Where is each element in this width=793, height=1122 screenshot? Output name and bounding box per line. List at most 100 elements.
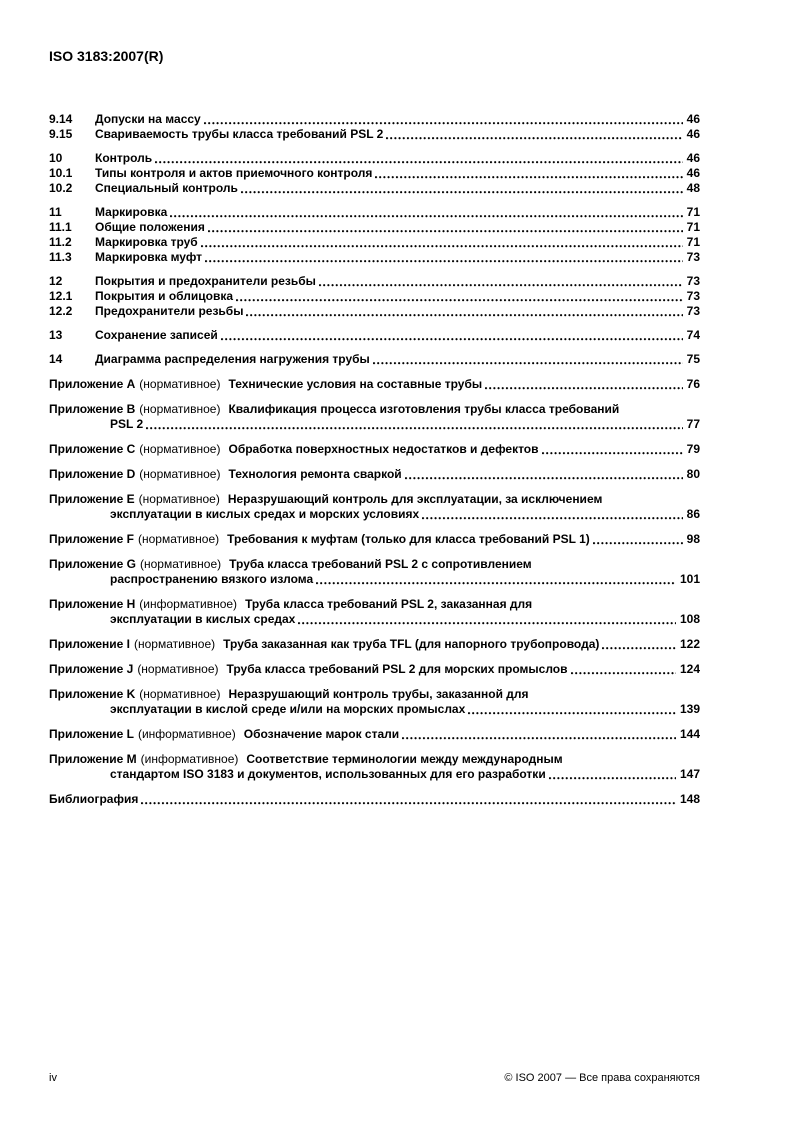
appendix-label: Приложение J (49, 662, 134, 676)
toc-entry-page: 71 (686, 235, 700, 249)
toc-entry-appendix-e[interactable]: Приложение E (нормативное) Неразрушающий… (49, 492, 700, 522)
toc-entry-page: 73 (686, 274, 700, 288)
toc-entry-page: 74 (686, 328, 700, 342)
toc-entry-page: 46 (686, 166, 700, 180)
toc-entry-page: 122 (679, 637, 700, 651)
appendix-label: Приложение M (49, 752, 137, 766)
appendix-title: Труба класса требований PSL 2, заказанна… (245, 597, 533, 611)
toc-entry-appendix-i[interactable]: Приложение I (нормативное) Труба заказан… (49, 637, 700, 652)
page-footer: iv © ISO 2007 — Все права сохраняются (49, 1071, 700, 1085)
toc-entry-9-14[interactable]: 9.14 Допуски на массу 46 (49, 112, 700, 127)
appendix-label: Приложение K (49, 687, 136, 701)
toc-entry-appendix-g[interactable]: Приложение G (нормативное) Труба класса … (49, 557, 700, 587)
appendix-title: Труба класса требований PSL 2 с сопротив… (229, 557, 532, 571)
toc-entry-page: 139 (679, 702, 700, 716)
appendix-type: (нормативное) (139, 402, 221, 416)
toc-entry-appendix-l[interactable]: Приложение L (информативное) Обозначение… (49, 727, 700, 742)
dot-leader (220, 338, 683, 341)
toc-entry-12[interactable]: 12 Покрытия и предохранители резьбы 73 (49, 274, 700, 289)
toc-entry-10-1[interactable]: 10.1 Типы контроля и актов приемочного к… (49, 166, 700, 181)
appendix-label: Приложение H (49, 597, 136, 611)
toc-entry-12-1[interactable]: 12.1 Покрытия и облицовка 73 (49, 289, 700, 304)
toc-entry-title: Сохранение записей (95, 328, 218, 342)
toc-entry-10[interactable]: 10 Контроль 46 (49, 151, 700, 166)
appendix-title-continued: эксплуатации в кислых средах и морских у… (110, 507, 420, 521)
toc-entry-page: 46 (686, 151, 700, 165)
toc-entry-title: Маркировка труб (95, 235, 198, 249)
toc-entry-bibliography[interactable]: Библиография 148 (49, 792, 700, 807)
dot-leader (602, 647, 676, 650)
appendix-type: (информативное) (140, 752, 239, 766)
toc-entry-13[interactable]: 13 Сохранение записей 74 (49, 328, 700, 343)
toc-entry-page: 80 (686, 467, 700, 481)
toc-entry-number: 11.1 (49, 220, 72, 234)
dot-leader (404, 477, 683, 480)
toc-entry-number: 9.14 (49, 112, 73, 126)
toc-entry-appendix-d[interactable]: Приложение D (нормативное) Технология ре… (49, 467, 700, 482)
toc-entry-page: 46 (686, 112, 700, 126)
toc-entry-appendix-m[interactable]: Приложение M (информативное) Соответстви… (49, 752, 700, 782)
toc-entry-11[interactable]: 11 Маркировка 71 (49, 205, 700, 220)
toc-entry-14[interactable]: 14 Диаграмма распределения нагружения тр… (49, 352, 700, 367)
dot-leader (200, 245, 683, 248)
table-of-contents: 9.14 Допуски на массу 46 9.15 Свариваемо… (49, 112, 700, 807)
toc-entry-appendix-h[interactable]: Приложение H (информативное) Труба класс… (49, 597, 700, 627)
appendix-type: (нормативное) (139, 377, 221, 391)
appendix-title: Труба заказанная как труба TFL (для напо… (223, 637, 600, 651)
dot-leader (485, 387, 683, 390)
toc-entry-page: 71 (686, 205, 700, 219)
toc-entry-11-2[interactable]: 11.2 Маркировка труб 71 (49, 235, 700, 250)
toc-entry-11-3[interactable]: 11.3 Маркировка муфт 73 (49, 250, 700, 265)
appendix-type: (информативное) (137, 727, 236, 741)
toc-entry-page: 108 (679, 612, 700, 626)
toc-entry-12-2[interactable]: 12.2 Предохранители резьбы 73 (49, 304, 700, 319)
dot-leader (155, 161, 683, 164)
toc-entry-title: Свариваемость трубы класса требований PS… (95, 127, 384, 141)
toc-entry-number: 14 (49, 352, 63, 366)
toc-entry-appendix-c[interactable]: Приложение C (нормативное) Обработка пов… (49, 442, 700, 457)
appendix-type: (нормативное) (137, 532, 220, 546)
appendix-type: (нормативное) (139, 467, 221, 481)
dot-leader (146, 427, 683, 430)
appendix-label: Приложение C (49, 442, 136, 456)
toc-entry-title: Контроль (95, 151, 153, 165)
appendix-title: Соответствие терминологии между междунар… (246, 752, 563, 766)
appendix-title: Труба класса требований PSL 2 для морски… (226, 662, 568, 676)
toc-entry-page: 73 (686, 304, 700, 318)
toc-entry-number: 12.1 (49, 289, 73, 303)
appendix-title: Обозначение марок стали (243, 727, 400, 741)
dot-leader (468, 712, 676, 715)
toc-entry-appendix-a[interactable]: Приложение A (нормативное) Технические у… (49, 377, 700, 392)
dot-leader (318, 284, 683, 287)
appendix-title-continued: эксплуатации в кислой среде и/или на мор… (110, 702, 466, 716)
toc-entry-11-1[interactable]: 11.1 Общие положения 71 (49, 220, 700, 235)
toc-entry-9-15[interactable]: 9.15 Свариваемость трубы класса требован… (49, 127, 700, 142)
toc-entry-title: Допуски на массу (95, 112, 201, 126)
toc-entry-title: Типы контроля и актов приемочного контро… (95, 166, 373, 180)
appendix-title-continued: стандартом ISO 3183 и документов, исполь… (110, 767, 546, 781)
toc-entry-appendix-j[interactable]: Приложение J (нормативное) Труба класса … (49, 662, 700, 677)
toc-entry-page: 77 (686, 417, 700, 431)
toc-entry-page: 144 (679, 727, 700, 741)
dot-leader (207, 230, 683, 233)
dot-leader (422, 517, 683, 520)
appendix-label: Приложение B (49, 402, 136, 416)
dot-leader (246, 314, 683, 317)
toc-entry-10-2[interactable]: 10.2 Специальный контроль 48 (49, 181, 700, 196)
toc-entry-appendix-f[interactable]: Приложение F (нормативное) Требования к … (49, 532, 700, 547)
appendix-title-continued: эксплуатации в кислых средах (110, 612, 296, 626)
dot-leader (570, 672, 676, 675)
bibliography-title: Библиография (49, 792, 139, 806)
appendix-title-continued: PSL 2 (110, 417, 144, 431)
appendix-title: Обработка поверхностных недостатков и де… (228, 442, 539, 456)
toc-entry-title: Маркировка (95, 205, 168, 219)
toc-entry-appendix-k[interactable]: Приложение K (нормативное) Неразрушающий… (49, 687, 700, 717)
toc-entry-page: 98 (686, 532, 700, 546)
toc-entry-number: 10.1 (49, 166, 73, 180)
toc-entry-page: 73 (686, 250, 700, 264)
appendix-type: (нормативное) (139, 687, 221, 701)
toc-entry-page: 148 (679, 792, 700, 806)
toc-entry-appendix-b[interactable]: Приложение B (нормативное) Квалификация … (49, 402, 700, 432)
toc-entry-title: Покрытия и предохранители резьбы (95, 274, 316, 288)
